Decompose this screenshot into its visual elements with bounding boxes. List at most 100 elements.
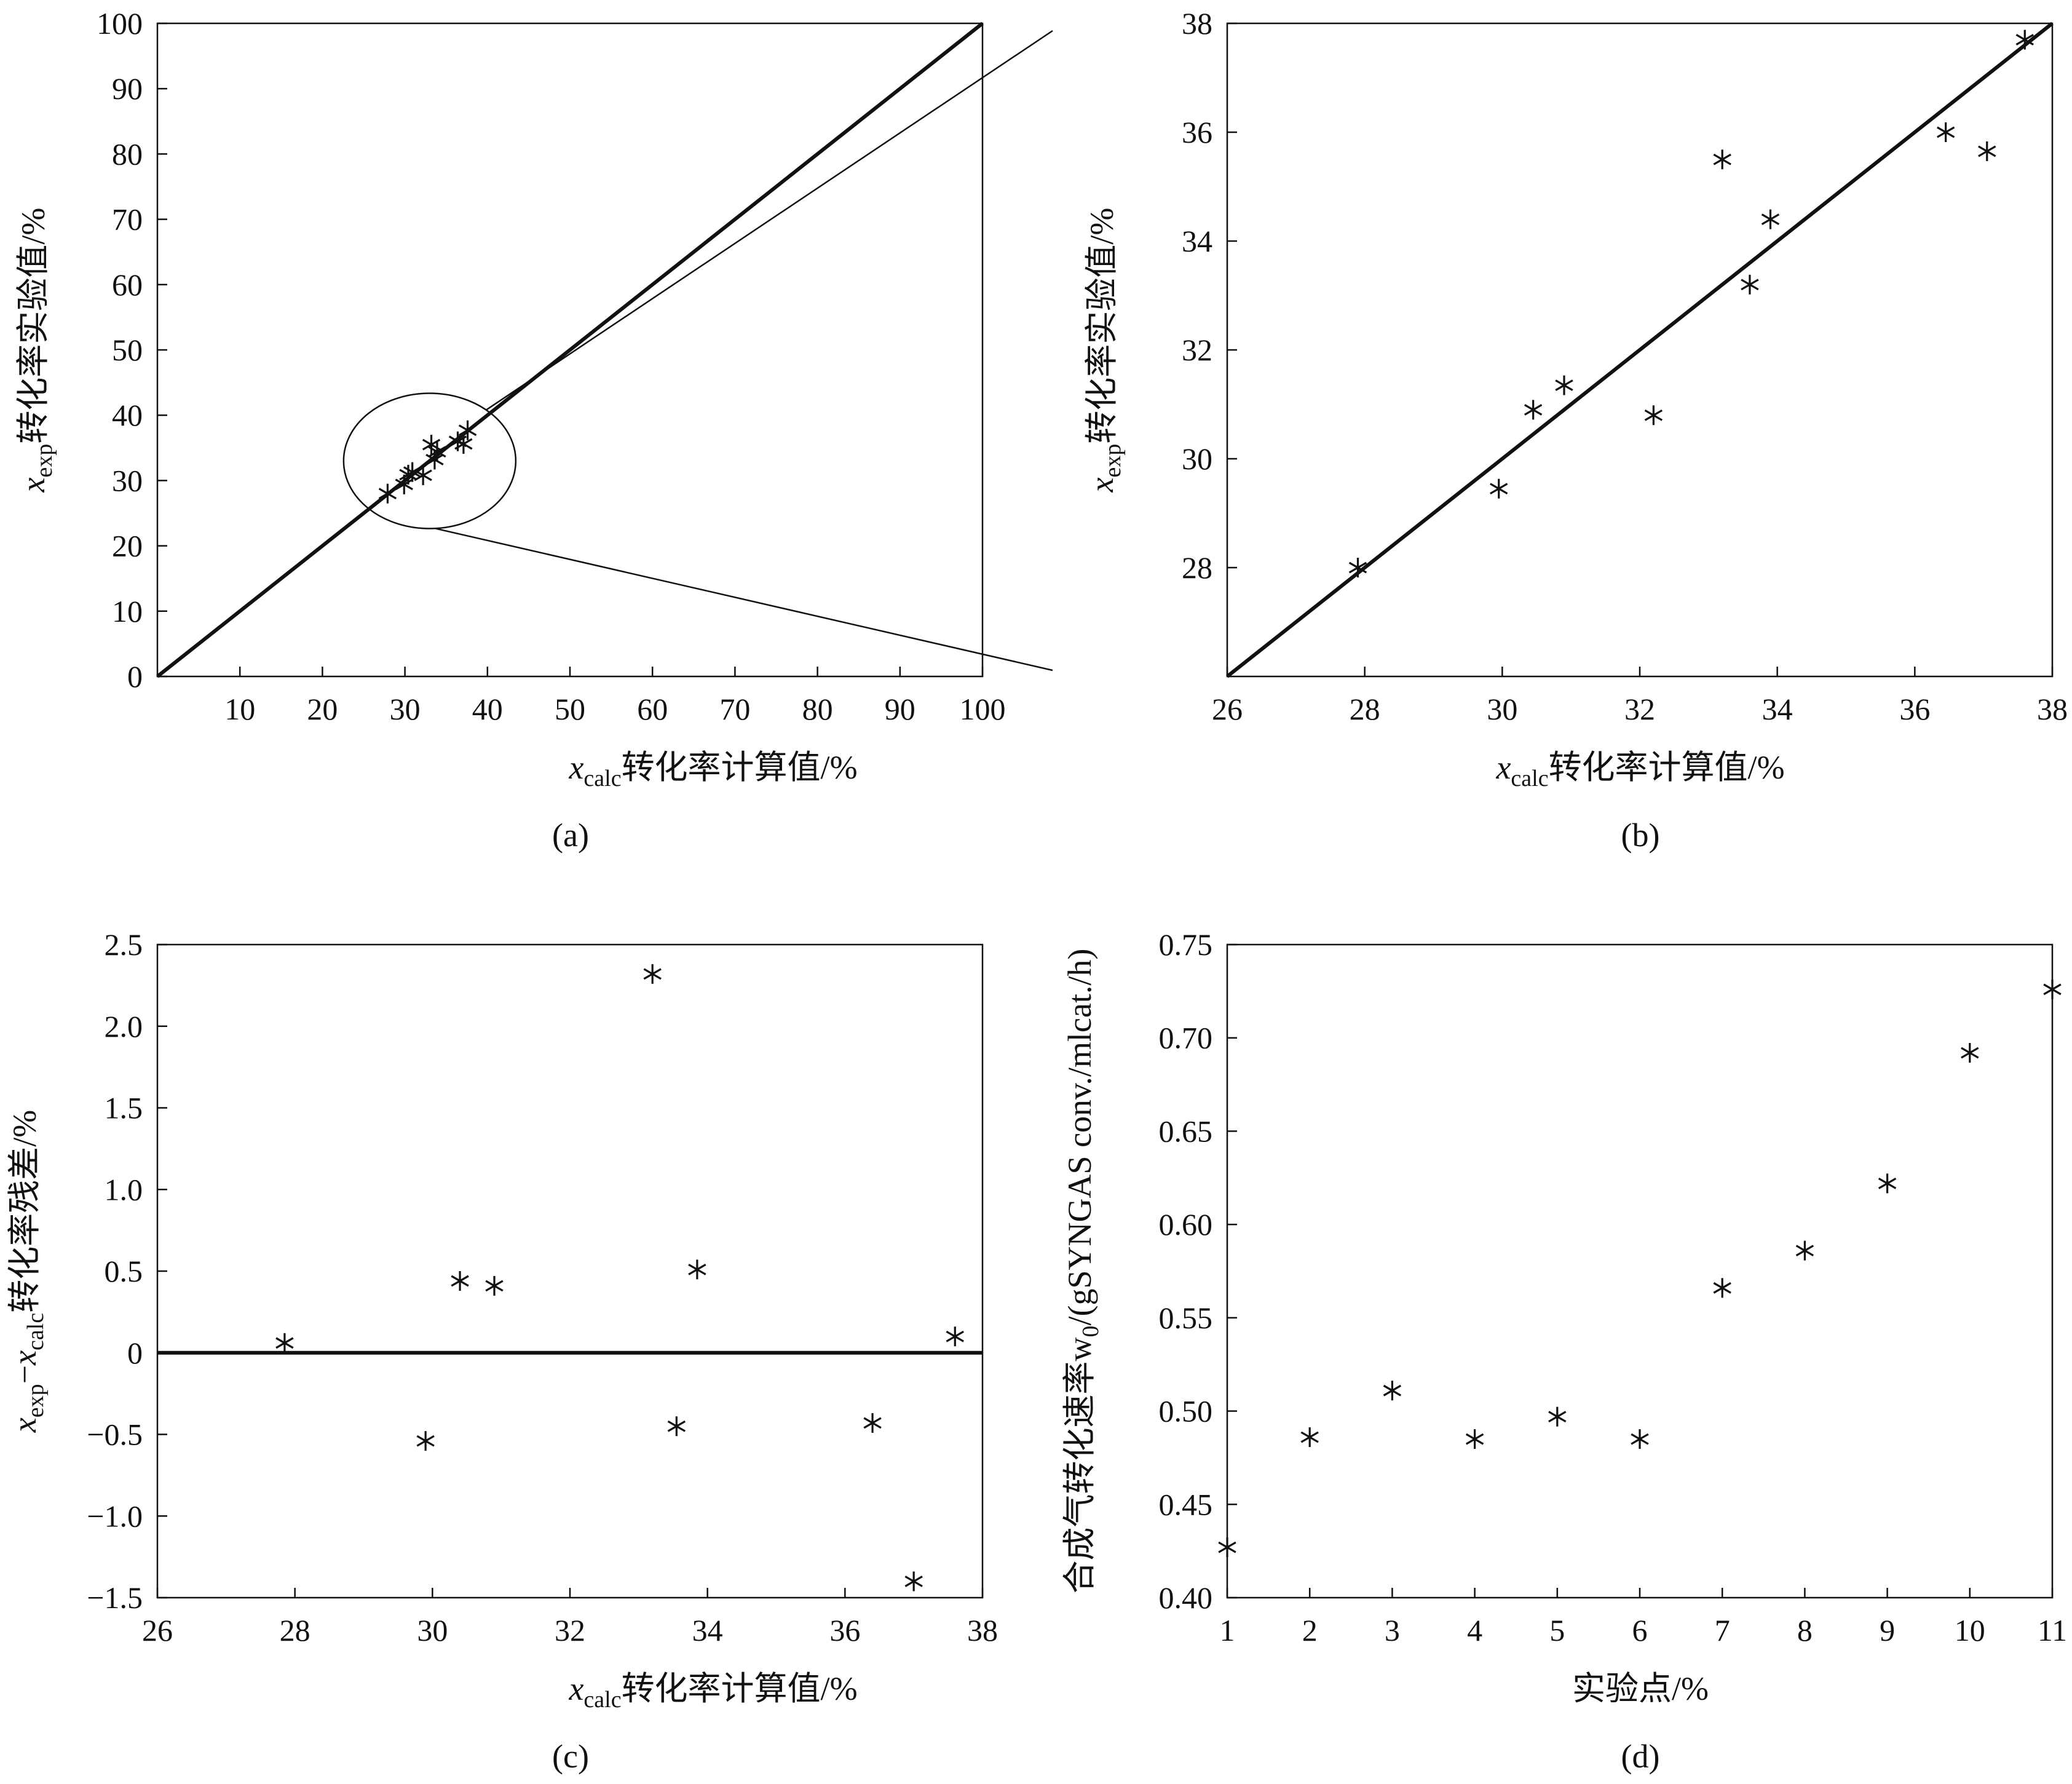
x-tick-label: 26 <box>1212 692 1243 726</box>
y-tick-label: 0.70 <box>1159 1021 1213 1055</box>
data-point <box>485 1275 504 1296</box>
data-point <box>1713 149 1731 170</box>
data-point <box>1465 1429 1484 1449</box>
x-tick-label: 2 <box>1302 1613 1318 1647</box>
data-point <box>416 1431 435 1451</box>
x-tick-label: 34 <box>692 1613 723 1647</box>
data-point <box>1978 141 1996 161</box>
panel-b-y-axis-label: xexp转化率实验值/% <box>1083 208 1126 493</box>
y-tick-label: 10 <box>112 594 143 628</box>
panel-d-y-sub: 0 <box>1078 1325 1104 1337</box>
panel-c: 26 28 30 32 34 36 38 −1.5 −1.0 −0.5 0 0.5 1.0 1.5 2.0 2… <box>6 927 998 1775</box>
y-tick-label: 40 <box>112 398 143 432</box>
panel-b-overlay <box>1226 22 2054 678</box>
y-tick-label: 1.0 <box>105 1172 143 1207</box>
x-tick-label: 9 <box>1880 1613 1895 1647</box>
data-point <box>1961 1042 1979 1063</box>
x-tick-label: 26 <box>142 1613 173 1647</box>
data-point <box>1348 558 1367 577</box>
x-tick-label: 28 <box>280 1613 310 1647</box>
x-tick-label: 36 <box>829 1613 860 1647</box>
panel-d-caption: (d) <box>1621 1738 1660 1775</box>
data-point <box>1490 478 1508 499</box>
y-tick-label: 34 <box>1182 224 1212 258</box>
data-point <box>946 1326 964 1347</box>
y-tick-label: 80 <box>112 137 143 171</box>
panel-b-x-var: x <box>1495 749 1511 786</box>
panel-b-x-axis-label: xcalc转化率计算值/% <box>1495 749 1784 791</box>
x-tick-label: 6 <box>1632 1613 1648 1647</box>
data-point <box>378 483 397 504</box>
x-tick-label: 100 <box>960 692 1006 726</box>
data-point <box>458 420 477 440</box>
y-tick-label: 2.0 <box>105 1009 143 1044</box>
data-point <box>1795 1240 1814 1261</box>
y-tick-label: 0.50 <box>1159 1394 1213 1429</box>
x-tick-label: 4 <box>1467 1613 1482 1647</box>
x-tick-label: 5 <box>1549 1613 1565 1647</box>
panel-b-ticks: 26 28 30 32 34 36 38 28 30 32 34 36 38 <box>1182 6 2068 726</box>
panel-a: 10 20 30 40 50 60 70 80 90 100 0 10 20 30 40 50 60 70 80 90… <box>15 6 1053 854</box>
panel-a-markers <box>378 420 477 504</box>
panel-d: 1 2 3 4 5 6 7 8 9 10 11 0.40 0.45 0.50 0.55 0.60 0.65 0.7… <box>1061 927 2067 1775</box>
x-tick-label: 10 <box>224 692 255 726</box>
y-tick-label: 0.75 <box>1159 927 1213 962</box>
y-tick-label: 2.5 <box>105 927 143 962</box>
panel-a-overlay <box>156 22 1053 678</box>
panel-a-y-text: 转化率实验值/% <box>15 208 52 444</box>
data-point <box>667 1416 686 1437</box>
panel-a-x-sub: calc <box>583 766 621 791</box>
y-tick-label: 0.45 <box>1159 1487 1213 1521</box>
panel-c-y-var2: x <box>6 1350 43 1366</box>
y-tick-label: 0.55 <box>1159 1301 1213 1335</box>
data-point <box>451 1271 469 1291</box>
panel-b-markers <box>1348 30 2034 577</box>
panel-c-y-minus: − <box>6 1365 43 1384</box>
data-point <box>1383 1381 1402 1401</box>
x-tick-label: 3 <box>1385 1613 1400 1647</box>
data-point <box>688 1259 706 1280</box>
panel-c-ticks: 26 28 30 32 34 36 38 −1.5 −1.0 −0.5 0 0.5 1.0 1.5 2.0 2… <box>87 927 998 1647</box>
data-point <box>1937 122 1955 142</box>
data-point <box>428 442 446 462</box>
x-tick-label: 38 <box>967 1613 998 1647</box>
panel-c-y-text: 转化率残差/% <box>6 1110 43 1313</box>
panel-c-y-sub2: calc <box>23 1313 49 1350</box>
x-tick-label: 11 <box>2038 1613 2067 1647</box>
x-tick-label: 30 <box>1487 692 1517 726</box>
panel-c-y-var1: x <box>6 1417 43 1433</box>
panel-b-y-var: x <box>1083 477 1120 493</box>
x-tick-label: 70 <box>719 692 750 726</box>
y-tick-label: −1.5 <box>87 1580 143 1615</box>
y-tick-label: 38 <box>1182 6 1212 41</box>
panel-a-caption: (a) <box>552 817 589 854</box>
panel-b-x-sub: calc <box>1511 766 1548 791</box>
panel-c-y-axis-label: xexp−xcalc转化率残差/% <box>6 1110 49 1433</box>
data-point <box>1300 1427 1319 1448</box>
x-tick-label: 90 <box>885 692 915 726</box>
y-tick-label: 0.5 <box>105 1254 143 1288</box>
panel-a-y-var: x <box>15 477 52 493</box>
y-tick-label: 0.65 <box>1159 1114 1213 1148</box>
x-tick-label: 50 <box>555 692 585 726</box>
panel-d-ticks: 1 2 3 4 5 6 7 8 9 10 11 0.40 0.45 0.50 0.55 0.60 0.65 0.7… <box>1159 927 2068 1647</box>
data-point <box>643 964 662 984</box>
x-tick-label: 28 <box>1350 692 1380 726</box>
panel-b-y-text: 转化率实验值/% <box>1083 208 1120 444</box>
x-tick-label: 1 <box>1220 1613 1235 1647</box>
reference-line <box>156 22 984 678</box>
data-point <box>1644 405 1663 426</box>
panel-d-frame <box>1226 943 2054 1599</box>
y-tick-label: 70 <box>112 202 143 237</box>
panel-b-y-sub: exp <box>1100 444 1126 478</box>
y-tick-label: 90 <box>112 71 143 106</box>
data-point <box>2015 30 2034 50</box>
y-tick-label: 60 <box>112 268 143 302</box>
x-tick-label: 30 <box>417 1613 448 1647</box>
panel-a-y-sub: exp <box>31 444 57 478</box>
y-tick-label: 30 <box>112 463 143 498</box>
x-tick-label: 60 <box>637 692 668 726</box>
data-point <box>1741 274 1759 295</box>
data-point <box>403 462 422 482</box>
